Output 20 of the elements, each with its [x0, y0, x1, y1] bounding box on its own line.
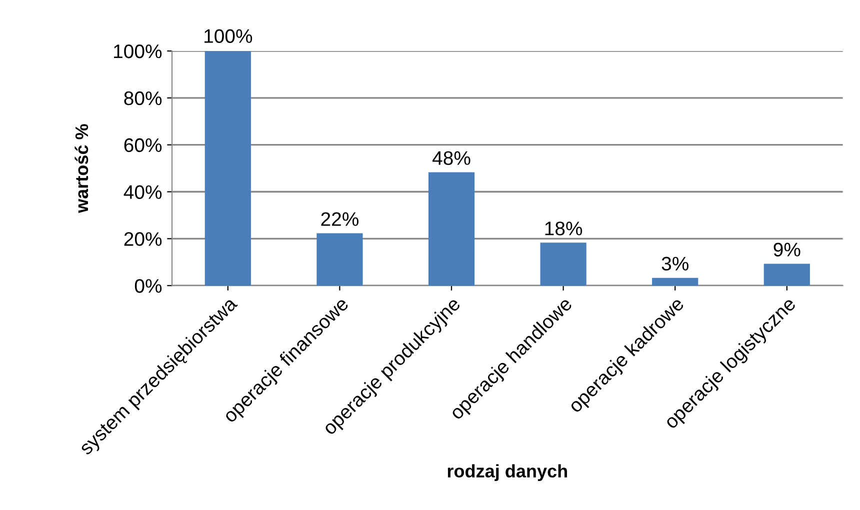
bar	[764, 264, 810, 286]
y-tick-label: 0%	[134, 279, 162, 293]
y-tick-label: 20%	[124, 232, 162, 246]
y-tick-label: 40%	[124, 185, 162, 199]
data-label: 9%	[774, 242, 800, 256]
bar	[652, 278, 698, 286]
bar	[540, 242, 586, 286]
data-label: 48%	[432, 151, 470, 165]
data-label: 22%	[321, 212, 358, 226]
data-label: 18%	[545, 222, 582, 236]
bar	[204, 51, 251, 286]
data-label: 100%	[204, 29, 252, 43]
data-label: 3%	[662, 256, 688, 271]
x-axis-title: rodzaj danych	[448, 464, 567, 482]
y-tick-label: 100%	[114, 44, 162, 58]
bar	[428, 172, 475, 286]
y-tick-label: 80%	[124, 91, 162, 106]
bar	[316, 233, 363, 286]
y-tick-label: 60%	[124, 138, 162, 152]
y-axis-title: wartość %	[74, 124, 88, 214]
